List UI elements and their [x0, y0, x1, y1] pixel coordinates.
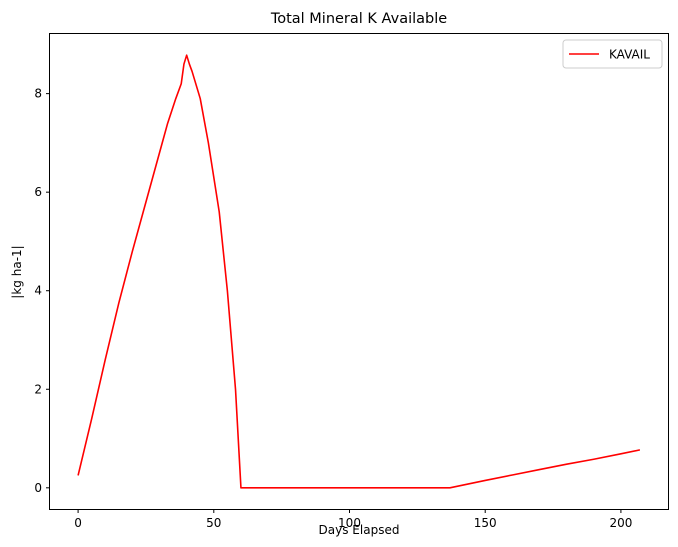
y-axis: 0 2 4 6 8	[34, 87, 50, 495]
series-line-kavail	[77, 54, 641, 489]
y-tick-label: 8	[34, 87, 42, 101]
y-tick-label: 6	[34, 185, 42, 199]
y-tick-label: 2	[34, 382, 42, 396]
x-axis-title: Days Elapsed	[319, 523, 400, 537]
y-axis-title: |kg ha-1|	[10, 245, 24, 298]
legend-label-kavail: KAVAIL	[609, 48, 650, 62]
x-tick-label: 150	[474, 516, 497, 530]
chart-title: Total Mineral K Available	[270, 11, 447, 27]
x-tick-label: 0	[74, 516, 82, 530]
legend: KAVAIL	[562, 39, 663, 69]
x-tick-label: 50	[206, 516, 221, 530]
y-tick-label: 0	[34, 481, 42, 495]
y-tick-label: 4	[34, 284, 42, 298]
x-axis: 0 50 100 150 200	[74, 509, 632, 530]
plot-area-frame	[49, 33, 669, 510]
x-tick-label: 100	[338, 516, 361, 530]
series-layer	[77, 54, 641, 489]
x-tick-label: 200	[609, 516, 632, 530]
legend-box	[562, 39, 663, 69]
